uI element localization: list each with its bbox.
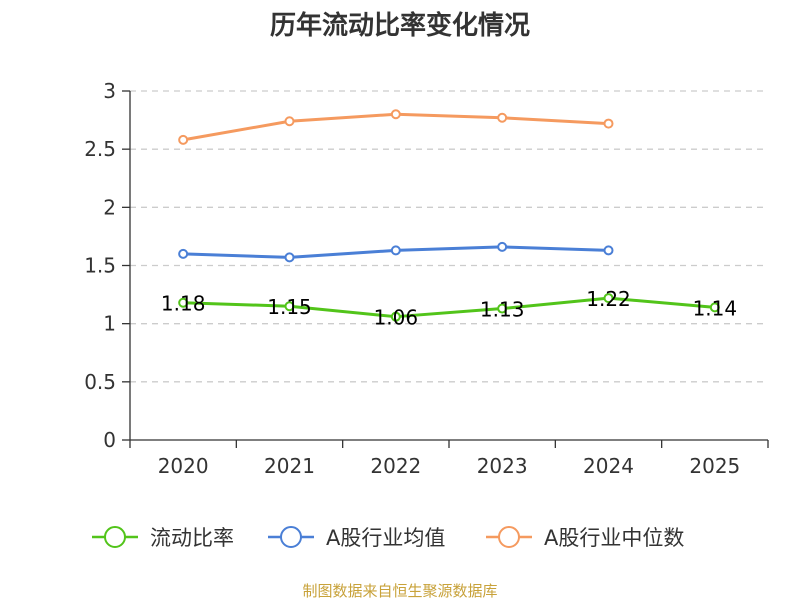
chart-title: 历年流动比率变化情况 (270, 10, 530, 41)
data-label-0-2024: 1.22 (586, 287, 631, 311)
y-tick-label-5: 2.5 (84, 137, 116, 161)
point-1-2021 (284, 252, 295, 263)
point-0-2022 (390, 311, 401, 322)
x-tick-label-2020: 2020 (158, 454, 209, 478)
point-1-2023 (497, 241, 508, 252)
point-0-2025 (709, 302, 720, 313)
point-2-2020 (178, 134, 189, 145)
data-label-0-2025: 1.14 (693, 296, 738, 320)
point-1-2022 (390, 245, 401, 256)
y-tick-label-2: 1 (103, 312, 116, 336)
series-line-0 (183, 296, 715, 319)
legend-label-2: A股行业中位数 (544, 526, 684, 550)
source-note: 制图数据来自恒生聚源数据库 (302, 582, 497, 600)
point-1-2024 (603, 245, 614, 256)
grid (130, 90, 768, 383)
series-group: 1.18 1.15 1.06 1.13 1.22 1.14 (161, 109, 738, 330)
data-label-0-2021: 1.15 (267, 295, 312, 319)
point-1-2020 (178, 248, 189, 259)
point-0-2020 (178, 297, 189, 308)
data-label-0-2023: 1.13 (480, 298, 525, 322)
x-tick-label-2021: 2021 (264, 454, 315, 478)
y-tick-label-1: 0.5 (84, 370, 116, 394)
point-2-2024 (603, 118, 614, 129)
x-tick-label-2022: 2022 (370, 454, 421, 478)
point-2-2022 (390, 109, 401, 120)
point-2-2023 (497, 112, 508, 123)
legend-label-1: A股行业均值 (326, 526, 445, 550)
data-label-0-2020: 1.18 (161, 292, 206, 316)
legend-marker-2 (498, 526, 520, 548)
legend-marker-1 (280, 526, 302, 548)
y-tick-label-0: 0 (103, 428, 116, 452)
data-label-0-2022: 1.06 (374, 306, 419, 330)
y-tick-label-3: 1.5 (84, 254, 116, 278)
y-tick-label-6: 3 (103, 79, 116, 103)
x-tick-label-2023: 2023 (477, 454, 528, 478)
x-tick-label-2025: 2025 (689, 454, 740, 478)
point-0-2023 (497, 303, 508, 314)
x-tick-label-2024: 2024 (583, 454, 634, 478)
legend-label-0: 流动比率 (150, 526, 234, 550)
legend-marker-0 (104, 526, 126, 548)
y-tick-label-4: 2 (103, 195, 116, 219)
legend: 流动比率 A股行业均值 A股行业中位数 (92, 526, 684, 550)
point-0-2024 (603, 293, 614, 304)
point-0-2021 (284, 301, 295, 312)
point-2-2021 (284, 116, 295, 127)
axes: 0 0.5 1 1.5 2 2.5 3 2020 2021 2022 2023 2024 2025 (84, 79, 769, 478)
